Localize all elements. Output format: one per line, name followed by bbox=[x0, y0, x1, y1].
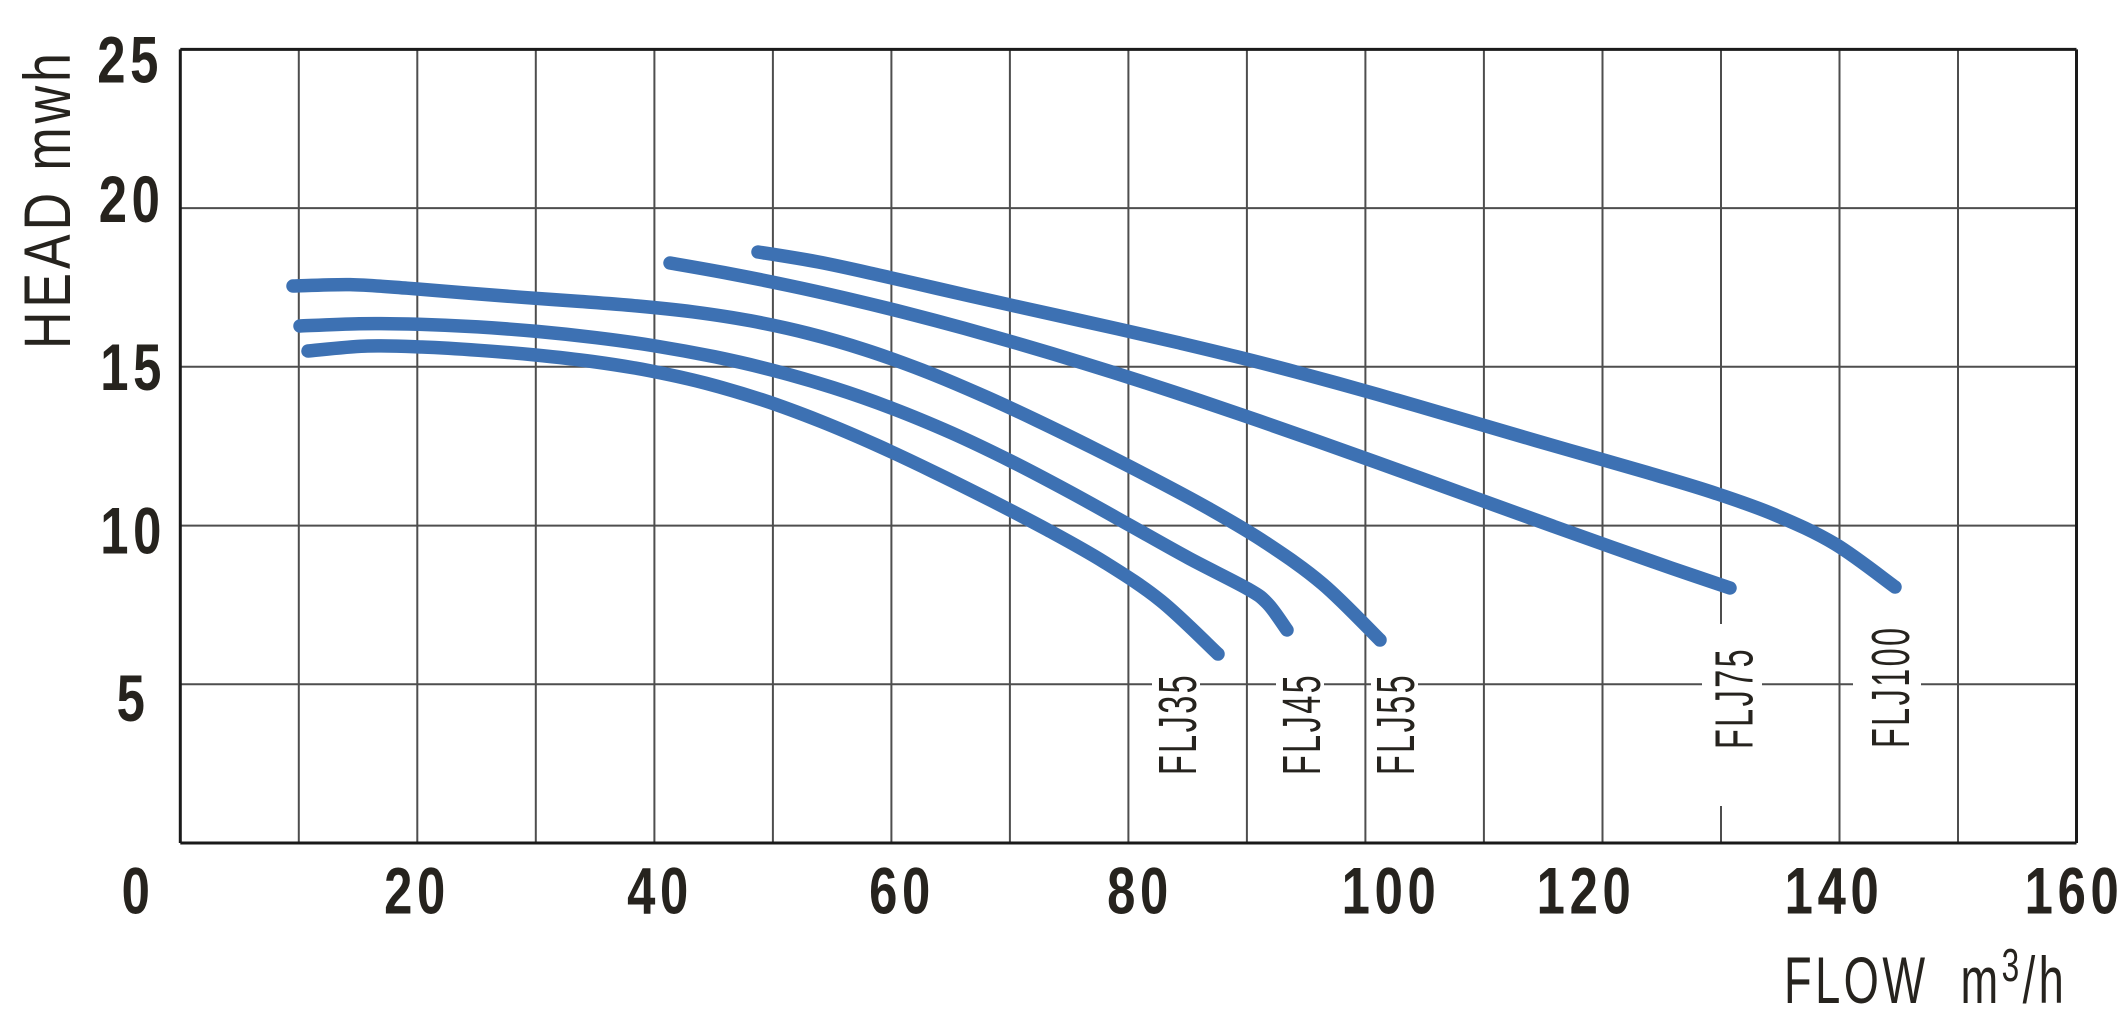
svg-text:FLJ35: FLJ35 bbox=[1149, 673, 1208, 775]
svg-text:FLJ45: FLJ45 bbox=[1273, 673, 1332, 775]
svg-text:FLJ75: FLJ75 bbox=[1705, 647, 1764, 749]
svg-text:HEAD mwh: HEAD mwh bbox=[10, 49, 84, 349]
svg-text:15: 15 bbox=[100, 332, 166, 405]
svg-text:0: 0 bbox=[122, 855, 155, 928]
svg-text:100: 100 bbox=[1342, 855, 1441, 928]
svg-text:60: 60 bbox=[869, 855, 935, 928]
svg-text:20: 20 bbox=[99, 164, 165, 237]
svg-text:25: 25 bbox=[97, 24, 163, 97]
svg-text:160: 160 bbox=[2025, 855, 2124, 928]
svg-text:80: 80 bbox=[1107, 855, 1173, 928]
svg-text:40: 40 bbox=[627, 855, 693, 928]
svg-text:10: 10 bbox=[100, 495, 166, 568]
svg-text:20: 20 bbox=[384, 855, 450, 928]
svg-text:FLJ100: FLJ100 bbox=[1862, 626, 1921, 748]
svg-text:FLOW m3/h: FLOW m3/h bbox=[1784, 940, 2067, 1012]
svg-text:140: 140 bbox=[1785, 855, 1884, 928]
svg-text:120: 120 bbox=[1537, 855, 1636, 928]
svg-text:5: 5 bbox=[117, 663, 150, 736]
svg-text:FLJ55: FLJ55 bbox=[1367, 673, 1426, 775]
